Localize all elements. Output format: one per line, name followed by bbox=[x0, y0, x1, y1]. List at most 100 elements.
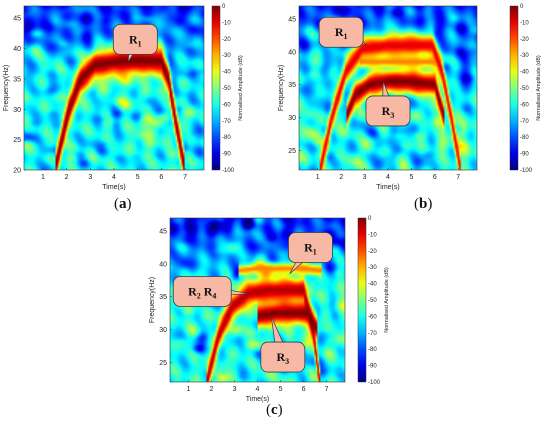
x-tick-label: 1 bbox=[316, 174, 320, 181]
y-tick-label: 30 bbox=[13, 107, 21, 114]
colorbar-tick-label: -90 bbox=[222, 152, 231, 158]
callout-a-0: R1 bbox=[112, 24, 158, 63]
spectrogram-svg-a: 1 2 3 4 5 6 7202530354045Time(s)Frequency(Hz)0… bbox=[3, 4, 244, 191]
y-tick-label: 40 bbox=[13, 46, 21, 53]
y-tick-label: 35 bbox=[13, 76, 21, 83]
y-tick-label: 45 bbox=[13, 16, 21, 23]
x-tick-label: 1 bbox=[41, 174, 45, 181]
y-axis-label: Frequency(Hz) bbox=[3, 65, 10, 111]
colorbar-tick-label: -30 bbox=[520, 53, 529, 59]
y-tick-label: 30 bbox=[159, 327, 167, 334]
y-tick-label: 35 bbox=[288, 82, 296, 89]
x-tick-label: 4 bbox=[256, 386, 260, 393]
x-tick-label: 6 bbox=[159, 174, 163, 181]
callout-label: R3 bbox=[276, 350, 289, 366]
callout-b-0: R1 bbox=[318, 16, 368, 48]
caption-a: (a) bbox=[114, 196, 132, 212]
x-tick-label: 5 bbox=[136, 174, 140, 181]
y-tick-label: 40 bbox=[288, 49, 296, 56]
colorbar-tick-label: -100 bbox=[368, 380, 381, 386]
colorbar bbox=[357, 217, 367, 383]
x-tick-label: 7 bbox=[183, 174, 187, 181]
y-axis-label: Frequency(Hz) bbox=[149, 277, 156, 323]
y-tick-label: 25 bbox=[159, 360, 167, 367]
colorbar-tick-label: -20 bbox=[520, 37, 529, 43]
y-tick-label: 25 bbox=[288, 148, 296, 155]
colorbar-tick-label: -60 bbox=[222, 102, 231, 108]
y-tick-label: 45 bbox=[159, 229, 167, 236]
colorbar-tick-label: -80 bbox=[520, 135, 529, 141]
x-tick-label: 3 bbox=[363, 174, 367, 181]
colorbar-tick-label: -30 bbox=[368, 265, 377, 271]
y-tick-label: 35 bbox=[159, 294, 167, 301]
callout-label: R1 bbox=[129, 32, 142, 48]
colorbar-tick-label: -10 bbox=[368, 232, 377, 238]
x-tick-label: 5 bbox=[409, 174, 413, 181]
colorbar-label: Normalised Amplitude (dB) bbox=[536, 55, 542, 121]
x-tick-label: 3 bbox=[233, 386, 237, 393]
x-axis-label: Time(s) bbox=[376, 184, 399, 191]
x-tick-label: 7 bbox=[325, 386, 329, 393]
caption-b: (b) bbox=[414, 196, 433, 212]
colorbar-label: Normalised Amplitude (dB) bbox=[384, 267, 390, 333]
callout-c-2: R3 bbox=[260, 316, 306, 373]
colorbar-tick-label: 0 bbox=[222, 4, 226, 10]
spectrogram-panel-a: 1 2 3 4 5 6 7 20 25 30 35 40 45 Time(s) Frequency(Hz) 0… bbox=[0, 0, 272, 191]
x-tick-label: 1 bbox=[186, 386, 190, 393]
colorbar-tick-label: -50 bbox=[222, 86, 231, 92]
x-tick-label: 7 bbox=[456, 174, 460, 181]
x-tick-label: 3 bbox=[88, 174, 92, 181]
y-tick-label: 30 bbox=[288, 115, 296, 122]
y-tick-label: 40 bbox=[159, 261, 167, 268]
x-tick-label: 4 bbox=[112, 174, 116, 181]
colorbar-tick-label: -50 bbox=[368, 298, 377, 304]
colorbar-tick-label: -100 bbox=[520, 168, 533, 174]
colorbar-tick-label: -90 bbox=[520, 152, 529, 158]
x-tick-label: 2 bbox=[65, 174, 69, 181]
colorbar-tick-label: -70 bbox=[368, 331, 377, 337]
callout-b-1: R3 bbox=[365, 81, 411, 127]
spectrogram-panel-c: 1 2 3 4 5 6 7 25 30 35 40 45 Time(s) Frequency(Hz) 0 -1… bbox=[130, 212, 420, 403]
colorbar-tick-label: -40 bbox=[368, 282, 377, 288]
caption-c: (c) bbox=[266, 402, 283, 418]
colorbar-tick-label: -40 bbox=[222, 70, 231, 76]
x-tick-label: 6 bbox=[302, 386, 306, 393]
colorbar-tick-label: -20 bbox=[368, 249, 377, 255]
colorbar-tick-label: -90 bbox=[368, 364, 377, 370]
y-axis-label: Frequency(Hz) bbox=[278, 65, 285, 111]
colorbar-tick-label: -40 bbox=[520, 70, 529, 76]
callout-label: R1 bbox=[304, 241, 317, 257]
colorbar-label: Normalised Amplitude (dB) bbox=[238, 55, 244, 121]
callout-c-1: R2 R4 bbox=[172, 276, 249, 307]
callout-label: R3 bbox=[382, 104, 395, 120]
colorbar-tick-label: -70 bbox=[520, 119, 529, 125]
x-tick-label: 2 bbox=[209, 386, 213, 393]
y-tick-label: 45 bbox=[288, 17, 296, 24]
colorbar-tick-label: -60 bbox=[520, 102, 529, 108]
colorbar-tick-label: -80 bbox=[222, 135, 231, 141]
x-tick-label: 5 bbox=[279, 386, 283, 393]
colorbar-tick-label: -30 bbox=[222, 53, 231, 59]
callout-label: R1 bbox=[335, 25, 348, 41]
x-tick-label: 2 bbox=[339, 174, 343, 181]
colorbar-tick-label: -10 bbox=[520, 20, 529, 26]
colorbar-tick-label: -50 bbox=[520, 86, 529, 92]
x-axis-label: Time(s) bbox=[102, 184, 125, 191]
x-tick-label: 4 bbox=[386, 174, 390, 181]
colorbar-tick-label: -70 bbox=[222, 119, 231, 125]
spectrogram-svg-b: 1 2 3 4 5 6 72530354045Time(s)Frequency(Hz)0-1… bbox=[278, 4, 542, 191]
y-tick-label: 20 bbox=[13, 168, 21, 175]
spectrogram-panel-b: 1 2 3 4 5 6 7 25 30 35 40 45 Time(s) Frequency(Hz) 0 -1… bbox=[275, 0, 547, 191]
colorbar-tick-label: -20 bbox=[222, 37, 231, 43]
colorbar-tick-label: 0 bbox=[520, 4, 524, 10]
colorbar-tick-label: -80 bbox=[368, 347, 377, 353]
callout-label: R2 R4 bbox=[188, 284, 216, 300]
callout-c-0: R1 bbox=[288, 232, 333, 275]
x-tick-label: 6 bbox=[433, 174, 437, 181]
colorbar bbox=[211, 5, 221, 171]
x-axis-label: Time(s) bbox=[246, 396, 269, 403]
spectrogram-svg-c: 1 2 3 4 5 6 72530354045Time(s)Frequency(Hz)0-1… bbox=[149, 216, 390, 403]
colorbar-tick-label: -100 bbox=[222, 168, 235, 174]
colorbar-tick-label: -10 bbox=[222, 20, 231, 26]
y-tick-label: 25 bbox=[13, 137, 21, 144]
